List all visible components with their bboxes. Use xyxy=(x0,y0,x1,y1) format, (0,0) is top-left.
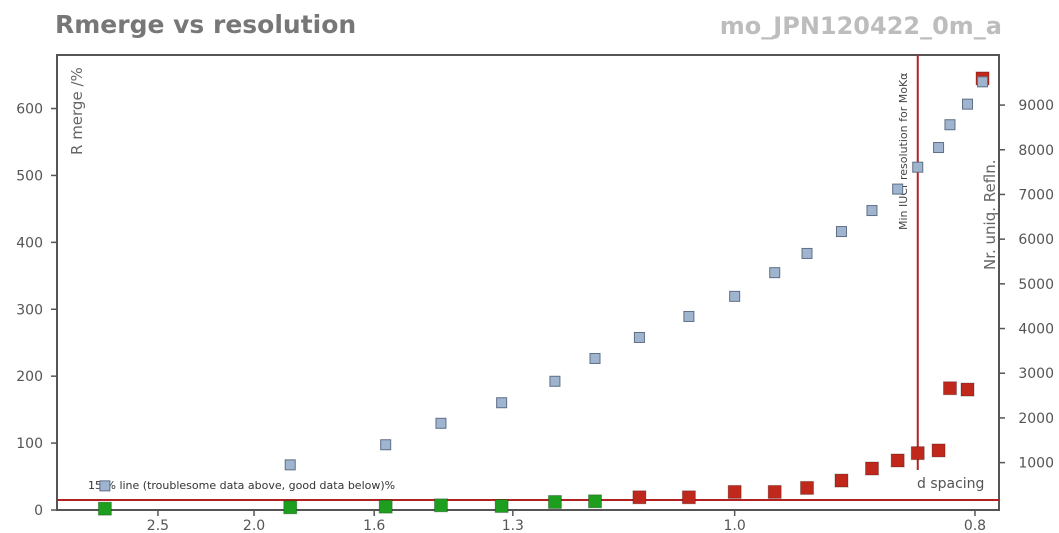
unique-reflections-point xyxy=(284,459,296,471)
y-left-tick-label: 200 xyxy=(16,369,43,385)
y-left-tick-label: 300 xyxy=(16,302,43,318)
unique-reflections-point xyxy=(962,98,974,110)
rmerge-point xyxy=(283,500,298,515)
rmerge-point xyxy=(960,382,975,397)
unique-reflections-point xyxy=(944,119,956,131)
unique-reflections-point xyxy=(99,480,111,492)
x-tick-label: 2.5 xyxy=(147,518,169,533)
x-tick-label: 1.0 xyxy=(724,518,746,533)
y-right-tick-label: 6000 xyxy=(1018,232,1054,248)
y-right-tick-label: 5000 xyxy=(1018,277,1054,293)
x-tick-label: 1.6 xyxy=(363,518,385,533)
y-left-tick-label: 600 xyxy=(16,102,43,118)
y-right-tick-label: 7000 xyxy=(1018,187,1054,203)
unique-reflections-point xyxy=(835,226,847,238)
y-left-tick-label: 500 xyxy=(16,168,43,184)
rmerge-point xyxy=(547,494,562,509)
y-axis-right-label: Nr. uniq. Refln. xyxy=(981,160,999,271)
rmerge-point xyxy=(910,446,925,461)
y-right-tick-label: 1000 xyxy=(1018,456,1054,472)
y-left-tick-label: 100 xyxy=(16,436,43,452)
unique-reflections-point xyxy=(933,142,945,154)
unique-reflections-point xyxy=(380,439,392,451)
unique-reflections-point xyxy=(435,417,447,429)
chart-title: Rmerge vs resolution xyxy=(55,10,357,39)
y-right-tick-label: 4000 xyxy=(1018,322,1054,338)
rmerge-point xyxy=(834,473,849,488)
unique-reflections-point xyxy=(769,267,781,279)
unique-reflections-point xyxy=(633,331,645,343)
threshold-line-label: 15 % line (troublesome data above, good … xyxy=(88,479,395,492)
y-right-tick-label: 9000 xyxy=(1018,98,1054,114)
rmerge-point xyxy=(727,484,742,499)
x-tick-label: 2.0 xyxy=(243,518,265,533)
unique-reflections-point xyxy=(589,352,601,364)
rmerge-point xyxy=(681,490,696,505)
unique-reflections-point xyxy=(912,161,924,173)
rmerge-point xyxy=(890,453,905,468)
rmerge-point xyxy=(800,480,815,495)
y-right-tick-label: 3000 xyxy=(1018,366,1054,382)
chart-subtitle: mo_JPN120422_0m_a xyxy=(719,12,1002,40)
y-right-tick-label: 2000 xyxy=(1018,411,1054,427)
rmerge-point xyxy=(942,381,957,396)
unique-reflections-point xyxy=(866,205,878,217)
x-tick-label: 0.8 xyxy=(964,518,986,533)
unique-reflections-point xyxy=(683,310,695,322)
x-tick-label: 1.3 xyxy=(502,518,524,533)
rmerge-point xyxy=(931,443,946,458)
rmerge-point xyxy=(767,484,782,499)
y-left-tick-label: 0 xyxy=(34,503,43,519)
unique-reflections-point xyxy=(892,183,904,195)
unique-reflections-point xyxy=(801,247,813,259)
min-iucr-resolution-label: Min IUCr resolution for MoKα xyxy=(897,73,910,230)
rmerge-point xyxy=(97,501,112,516)
unique-reflections-point xyxy=(496,397,508,409)
rmerge-point xyxy=(632,490,647,505)
y-right-tick-label: 8000 xyxy=(1018,143,1054,159)
unique-reflections-point xyxy=(729,290,741,302)
rmerge-point xyxy=(433,498,448,513)
y-axis-left-label: R merge /% xyxy=(68,67,86,155)
rmerge-point xyxy=(378,499,393,514)
rmerge-point xyxy=(864,461,879,476)
rmerge-point xyxy=(494,498,509,513)
x-axis-label: d spacing xyxy=(917,476,984,492)
unique-reflections-point xyxy=(549,375,561,387)
plot-frame xyxy=(56,54,1000,511)
rmerge-point xyxy=(587,494,602,509)
unique-reflections-point xyxy=(977,76,989,88)
y-left-tick-label: 400 xyxy=(16,235,43,251)
